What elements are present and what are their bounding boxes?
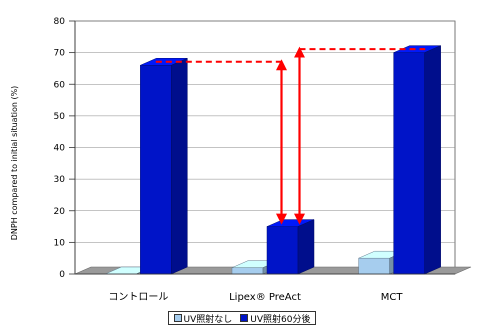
x-tick-label-0: コントロール [108, 292, 168, 303]
bar-uv-60-0 [140, 57, 188, 275]
y-tick-label: 50 [54, 112, 66, 122]
y-tick-label: 70 [54, 49, 66, 59]
grid-lines [75, 20, 455, 243]
legend-item-uv-60: UV照射60分後 [240, 312, 310, 325]
y-tick-label: 80 [54, 17, 66, 27]
legend-swatch-uv-60 [240, 314, 249, 322]
x-axis: コントロール Lipex® PreAct MCT [75, 273, 455, 303]
legend: UV照射なし UV照射60分後 [168, 311, 316, 325]
legend-item-no-uv: UV照射なし [173, 312, 233, 325]
y-tick-label: 20 [54, 207, 66, 217]
bar-uv-60-1 [266, 219, 315, 275]
legend-swatch-no-uv [173, 314, 182, 322]
y-tick-label: 60 [54, 80, 66, 90]
y-tick-label: 0 [59, 270, 65, 280]
bars-group [105, 45, 441, 275]
y-tick-label: 40 [54, 144, 66, 154]
x-tick-label-2: MCT [381, 292, 404, 303]
y-axis-label: DNPH compared to initial situation (%) [10, 86, 19, 241]
bar-uv-60-2 [393, 45, 441, 275]
x-tick-label-1: Lipex® PreAct [229, 292, 301, 303]
legend-label-no-uv: UV照射なし [183, 314, 233, 325]
y-axis: 0 10 20 30 40 50 60 70 80 [54, 17, 76, 280]
legend-label-uv-60: UV照射60分後 [250, 314, 311, 325]
y-tick-label: 10 [54, 238, 66, 248]
y-tick-label: 30 [54, 175, 66, 185]
annotation-arrows [155, 46, 426, 225]
